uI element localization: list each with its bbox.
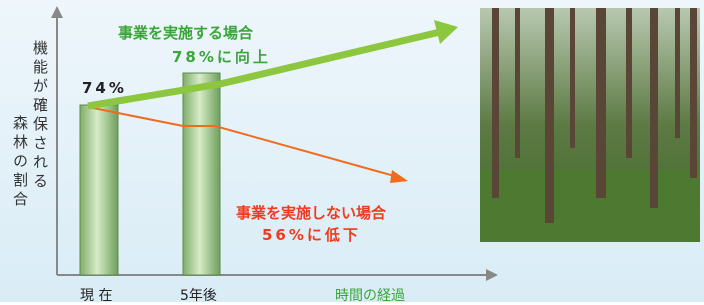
y-axis-label: 森林の割合 — [10, 115, 31, 210]
decline-line — [88, 107, 398, 177]
graphic — [0, 0, 704, 302]
y-axis-label: 機能が確保される — [30, 40, 51, 192]
x-label: 現 在 — [80, 285, 112, 305]
x-arrow — [486, 269, 498, 281]
with-result: 78%に向上 — [172, 46, 271, 67]
bar-now — [80, 105, 118, 275]
forest-photo — [480, 8, 700, 242]
improve-arrow — [434, 20, 458, 44]
diagram: 機能が確保される 森林の割合 74% 事業を実施する場合 78%に向上 事業を実… — [0, 0, 704, 302]
y-arrow — [51, 6, 63, 18]
without-result: 56%に低下 — [262, 224, 361, 245]
x-label: 5年後 — [180, 285, 217, 305]
bar-5years — [183, 73, 220, 275]
start-value: 74% — [82, 79, 127, 97]
with-title: 事業を実施する場合 — [118, 22, 253, 43]
improve-line — [88, 32, 440, 106]
decline-arrow — [390, 170, 408, 183]
x-axis-label: 時間の経過 — [335, 285, 405, 305]
without-title: 事業を実施しない場合 — [236, 202, 386, 223]
